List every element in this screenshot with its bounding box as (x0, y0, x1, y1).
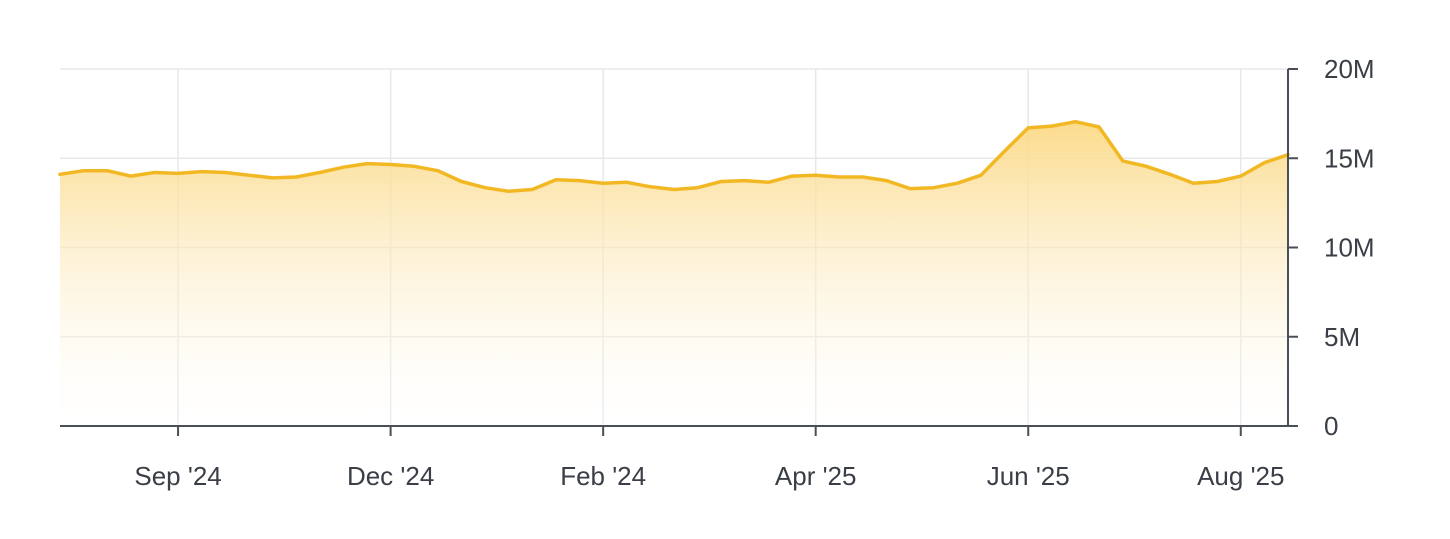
x-tick-label: Jun '25 (987, 461, 1070, 491)
y-tick-label: 20M (1324, 54, 1375, 84)
tick-labels: 0 5M 10M 15M 20M Sep '24 Dec '24 Feb '24 Apr '25… (134, 54, 1374, 491)
y-tick-label: 0 (1324, 411, 1338, 441)
x-tick-label: Sep '24 (134, 461, 221, 491)
x-tick-label: Aug '25 (1197, 461, 1284, 491)
x-tick-label: Feb '24 (560, 461, 646, 491)
y-tick-label: 5M (1324, 322, 1360, 352)
series-line (58, 119, 1290, 194)
axes (60, 68, 1298, 436)
area-fill (60, 121, 1288, 426)
y-tick-label: 10M (1324, 233, 1375, 263)
area-layer (58, 119, 1290, 426)
x-tick-label: Dec '24 (347, 461, 434, 491)
y-tick-label: 15M (1324, 143, 1375, 173)
x-tick-label: Apr '25 (775, 461, 857, 491)
